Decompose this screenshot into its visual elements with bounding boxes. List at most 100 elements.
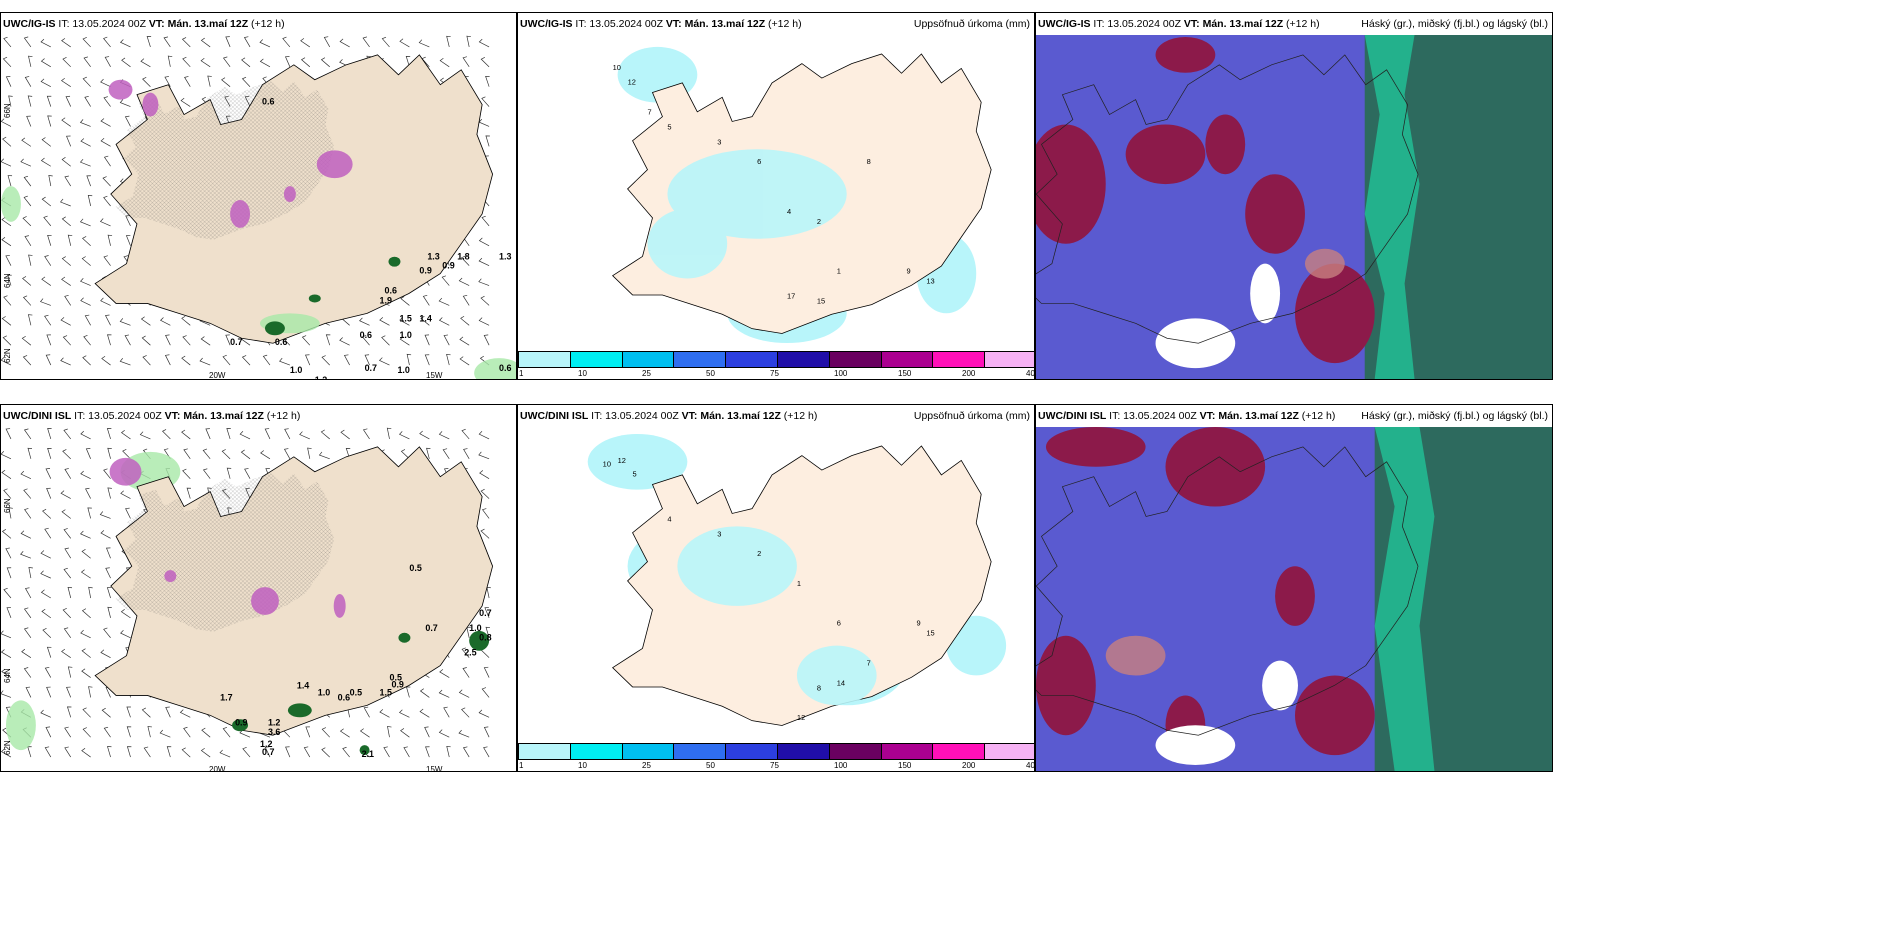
wind-barb xyxy=(461,428,470,440)
accum-label: 12 xyxy=(618,456,626,465)
wind-barb xyxy=(61,509,71,519)
wind-barb xyxy=(241,76,251,87)
wind-barb xyxy=(81,256,91,266)
map-wind-precip[interactable]: 0.5 0.7 1.0 0.8 2.5 0.7 1.7 0.9 1.2 3.6 0.5 1.2 0.7 1… xyxy=(1,427,516,771)
map-wind-precip[interactable]: 0.6 0.9 0.9 1.3 1.8 1.3 0.6 1.9 1.5 1.4 0.6 1.0 0.7 0… xyxy=(1,35,516,379)
wind-barb xyxy=(40,709,51,718)
wind-barb xyxy=(403,746,410,758)
wind-barb xyxy=(180,97,191,107)
wind-barb xyxy=(205,428,211,440)
wind-barb xyxy=(40,78,51,88)
wind-barb xyxy=(126,726,132,738)
wind-barb xyxy=(300,38,310,48)
wind-barb xyxy=(100,118,111,127)
wind-barb xyxy=(103,36,111,48)
wind-barb xyxy=(107,746,112,758)
wind-barb xyxy=(83,335,91,346)
wind-barb xyxy=(458,729,470,738)
wind-barb xyxy=(82,76,91,87)
wind-barb xyxy=(340,429,350,440)
wind-barb xyxy=(1,748,12,758)
wind-barb xyxy=(424,334,430,346)
wind-barb xyxy=(100,297,111,306)
wind-barb xyxy=(182,56,191,68)
wind-barb xyxy=(381,36,390,48)
wind-barb xyxy=(60,77,71,87)
lead-time: (+12 h) xyxy=(1286,18,1320,30)
precip-darkgreen xyxy=(264,256,401,336)
precip-label: 0.7 xyxy=(479,608,491,618)
wind-barb xyxy=(120,629,131,639)
map-cloud-cover[interactable] xyxy=(1036,35,1552,379)
precip-label: 1.7 xyxy=(220,692,232,702)
wind-barb xyxy=(47,428,52,440)
accum-labels: 10 12 7 5 3 6 4 2 1 8 17 15 9 13 xyxy=(613,63,935,306)
wind-barb xyxy=(159,729,171,738)
wind-barb xyxy=(259,58,271,68)
wind-barb xyxy=(405,686,411,698)
wind-barb xyxy=(478,118,490,127)
precip-label: 1.2 xyxy=(315,375,327,379)
wind-barb xyxy=(166,746,172,758)
colorbar-swatch xyxy=(777,351,830,368)
wind-barb xyxy=(60,357,71,366)
wind-barb xyxy=(83,56,91,68)
model-name: UWC/DINI ISL xyxy=(3,410,72,422)
wind-barb xyxy=(80,430,91,440)
wind-barb xyxy=(481,508,490,519)
wind-barb xyxy=(64,175,72,187)
wind-barb xyxy=(106,587,112,599)
wind-barb xyxy=(81,236,91,247)
wind-barb xyxy=(119,358,131,366)
wind-barb xyxy=(63,528,72,539)
wind-barb xyxy=(147,726,152,738)
wind-barb xyxy=(484,607,490,619)
lead-time: (+12 h) xyxy=(266,410,301,422)
wind-barb xyxy=(45,354,52,366)
accum-label: 12 xyxy=(628,78,636,87)
wind-barb xyxy=(40,38,51,48)
precip-purple xyxy=(108,79,353,228)
accum-label: 7 xyxy=(867,658,871,667)
accum-label: 13 xyxy=(926,276,934,285)
wind-barb xyxy=(100,138,111,147)
wind-barb xyxy=(1,118,12,127)
model-name: UWC/IG-IS xyxy=(1038,18,1091,30)
wind-barb xyxy=(307,447,312,459)
wind-barb xyxy=(81,608,91,619)
map-cloud-cover[interactable] xyxy=(1036,427,1552,771)
wind-barb xyxy=(41,276,52,286)
wind-barb xyxy=(163,36,171,48)
precip-label: 1.0 xyxy=(397,365,409,375)
wind-barb xyxy=(226,428,231,440)
wind-barb xyxy=(283,448,291,459)
accum-label: 5 xyxy=(633,470,637,479)
wind-barb xyxy=(460,315,470,326)
precip-label: 1.3 xyxy=(499,252,511,262)
wind-barb xyxy=(63,428,72,440)
wind-barb xyxy=(260,450,271,460)
wind-barb xyxy=(339,728,350,738)
wind-barb xyxy=(20,530,32,539)
wind-barb xyxy=(478,38,490,48)
wind-barb xyxy=(225,36,231,48)
wind-barb xyxy=(284,56,291,67)
wind-barb xyxy=(165,334,171,346)
colorbar-tick: 75 xyxy=(770,369,779,378)
wind-barb xyxy=(1,469,12,479)
wind-barb xyxy=(483,666,490,678)
lat-label-66: 66N xyxy=(3,103,12,118)
precip-label: 3.6 xyxy=(268,727,280,737)
map-accum-precip[interactable]: 10 12 5 4 3 2 1 6 7 8 14 9 12 15 xyxy=(518,427,1034,743)
wind-barb xyxy=(120,430,131,440)
init-time: IT: 13.05.2024 00Z xyxy=(591,410,679,422)
wind-barb xyxy=(422,294,430,306)
wind-barb xyxy=(202,448,211,460)
lat-label-66: 66N xyxy=(3,498,12,513)
accum-label: 6 xyxy=(757,157,761,166)
wind-barb xyxy=(485,135,490,147)
map-accum-precip[interactable]: 10 12 7 5 3 6 4 2 1 8 17 15 9 13 xyxy=(518,35,1034,351)
precip-label: 0.9 xyxy=(235,717,247,727)
wind-barb xyxy=(240,449,251,460)
accum-label: 9 xyxy=(906,266,910,275)
